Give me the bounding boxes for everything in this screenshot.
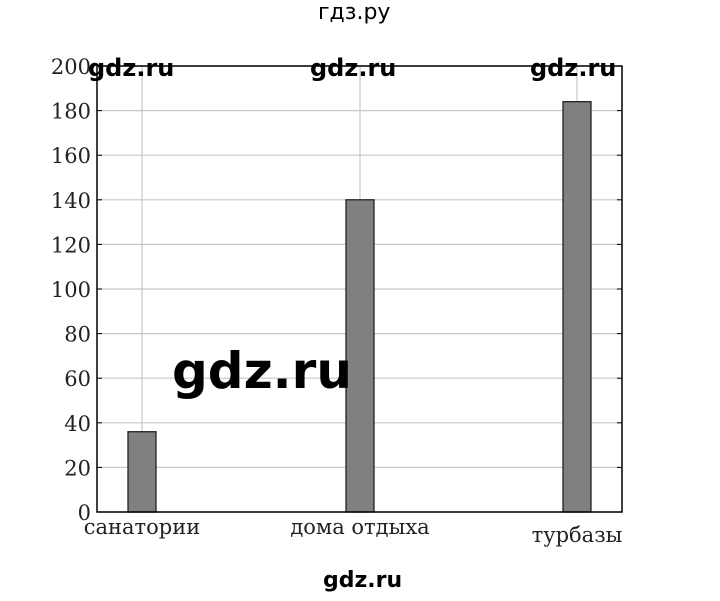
y-tick-label: 40 (64, 412, 91, 436)
plot-frame (96, 65, 623, 513)
bar-3 (562, 101, 592, 513)
y-tick-label: 120 (51, 233, 91, 257)
header-site-label: гдз.ру (318, 0, 391, 25)
watermark: gdz.ru (310, 54, 397, 82)
footer-site-label: gdz.ru (323, 568, 403, 593)
y-tick-label: 0 (78, 501, 91, 525)
y-tick-label: 140 (51, 189, 91, 213)
watermark: gdz.ru (172, 342, 352, 400)
watermark: gdz.ru (88, 54, 175, 82)
bar-1 (127, 431, 157, 513)
y-tick-label: 160 (51, 144, 91, 168)
y-tick-label: 80 (64, 323, 91, 347)
bar-2 (345, 199, 375, 513)
x-tick-label: санатории (84, 515, 201, 539)
y-tick-label: 200 (51, 55, 91, 79)
watermark: gdz.ru (530, 54, 617, 82)
x-tick-label: дома отдыха (290, 515, 429, 539)
y-tick-label: 20 (64, 456, 91, 480)
y-tick-label: 60 (64, 367, 91, 391)
x-tick-label: турбазы (532, 523, 623, 547)
y-tick-label: 100 (51, 278, 91, 302)
y-tick-label: 180 (51, 100, 91, 124)
